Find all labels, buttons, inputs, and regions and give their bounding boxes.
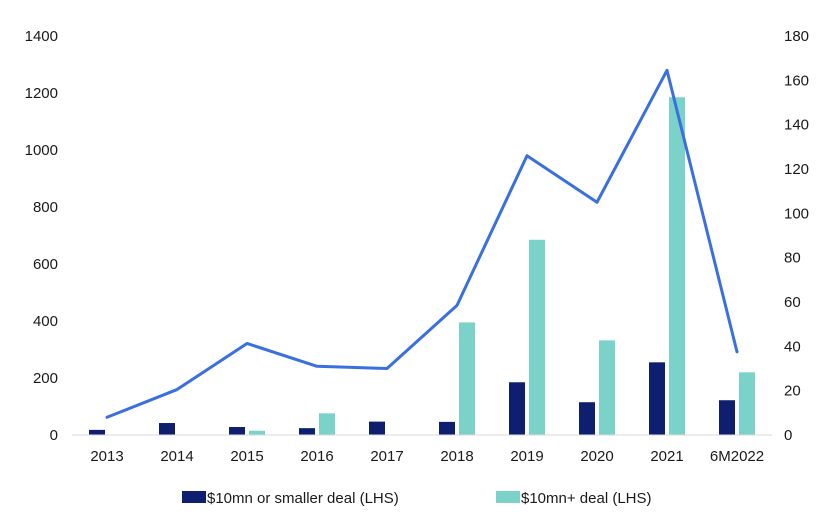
line-series — [105, 68, 739, 419]
line-series-path — [105, 68, 739, 419]
x-axis-tick-label: 2013 — [90, 448, 123, 465]
bar-small-deal-6M2022 — [719, 400, 735, 435]
right-axis-tick-label: 160 — [784, 72, 809, 89]
x-axis-tick-label: 2019 — [510, 448, 543, 465]
bar-small-deal-2021 — [649, 362, 665, 435]
bar-large-deal-2020 — [599, 340, 615, 435]
bar-small-deal-2019 — [509, 382, 525, 435]
bar-small-deal-2020 — [579, 402, 595, 435]
right-axis-tick-labels: 0 20 40 60 80 100 120 140 160 180 — [784, 28, 809, 444]
bar-small-deal-2013 — [89, 429, 105, 435]
left-axis-tick-label: 1200 — [25, 85, 58, 102]
x-axis-tick-label: 2015 — [230, 448, 263, 465]
right-axis-tick-label: 100 — [784, 205, 809, 222]
right-axis-tick-label: 180 — [784, 28, 809, 45]
bar-large-deal-6M2022 — [739, 372, 755, 435]
right-axis-tick-label: 20 — [784, 383, 801, 400]
x-axis-tick-label: 6M2022 — [710, 448, 764, 465]
legend-swatch — [496, 491, 520, 503]
x-axis-tick-label: 2020 — [580, 448, 613, 465]
left-axis-tick-label: 1000 — [25, 142, 58, 159]
left-axis-tick-label: 600 — [33, 256, 58, 273]
legend-swatch — [182, 491, 206, 503]
bar-small-deal-2014 — [159, 423, 175, 435]
x-axis-tick-label: 2017 — [370, 448, 403, 465]
left-axis-tick-label: 400 — [33, 313, 58, 330]
x-axis-tick-label: 2018 — [440, 448, 473, 465]
left-axis-tick-label: 200 — [33, 370, 58, 387]
bar-small-deal-2015 — [229, 427, 245, 435]
x-axis-tick-label: 2016 — [300, 448, 333, 465]
x-axis-tick-label: 2014 — [160, 448, 193, 465]
right-axis-tick-label: 140 — [784, 117, 809, 134]
right-axis-tick-label: 80 — [784, 250, 801, 267]
left-axis-tick-label: 1400 — [25, 28, 58, 45]
right-axis-tick-label: 120 — [784, 161, 809, 178]
bar-large-deal-2016 — [319, 413, 335, 435]
x-axis-tick-labels: 2013 2014 2015 2016 2017 2018 2019 2020 2021 6M20… — [90, 448, 764, 465]
right-axis-tick-label: 60 — [784, 294, 801, 311]
bar-small-deal-2016 — [299, 428, 315, 435]
left-axis-tick-label: 0 — [50, 427, 58, 444]
bar-large-deal-2015 — [249, 430, 265, 435]
bar-large-deal-2019 — [529, 239, 545, 435]
bar-large-deal-2018 — [459, 322, 475, 435]
bar-large-deal-2021 — [669, 97, 685, 436]
right-axis-tick-label: 40 — [784, 338, 801, 355]
bar-small-deal-2017 — [369, 421, 385, 435]
legend: $10mn or smaller deal (LHS) $10mn+ deal (… — [182, 490, 652, 507]
x-axis-tick-label: 2021 — [650, 448, 683, 465]
bar-small-deal-2018 — [439, 421, 455, 435]
legend-label: $10mn or smaller deal (LHS) — [207, 490, 399, 507]
bar-marks — [89, 97, 755, 436]
legend-label: $10mn+ deal (LHS) — [521, 490, 652, 507]
left-axis-tick-labels: 0 200 400 600 800 1000 1200 1400 — [25, 28, 58, 444]
left-axis-tick-label: 800 — [33, 199, 58, 216]
right-axis-tick-label: 0 — [784, 427, 792, 444]
